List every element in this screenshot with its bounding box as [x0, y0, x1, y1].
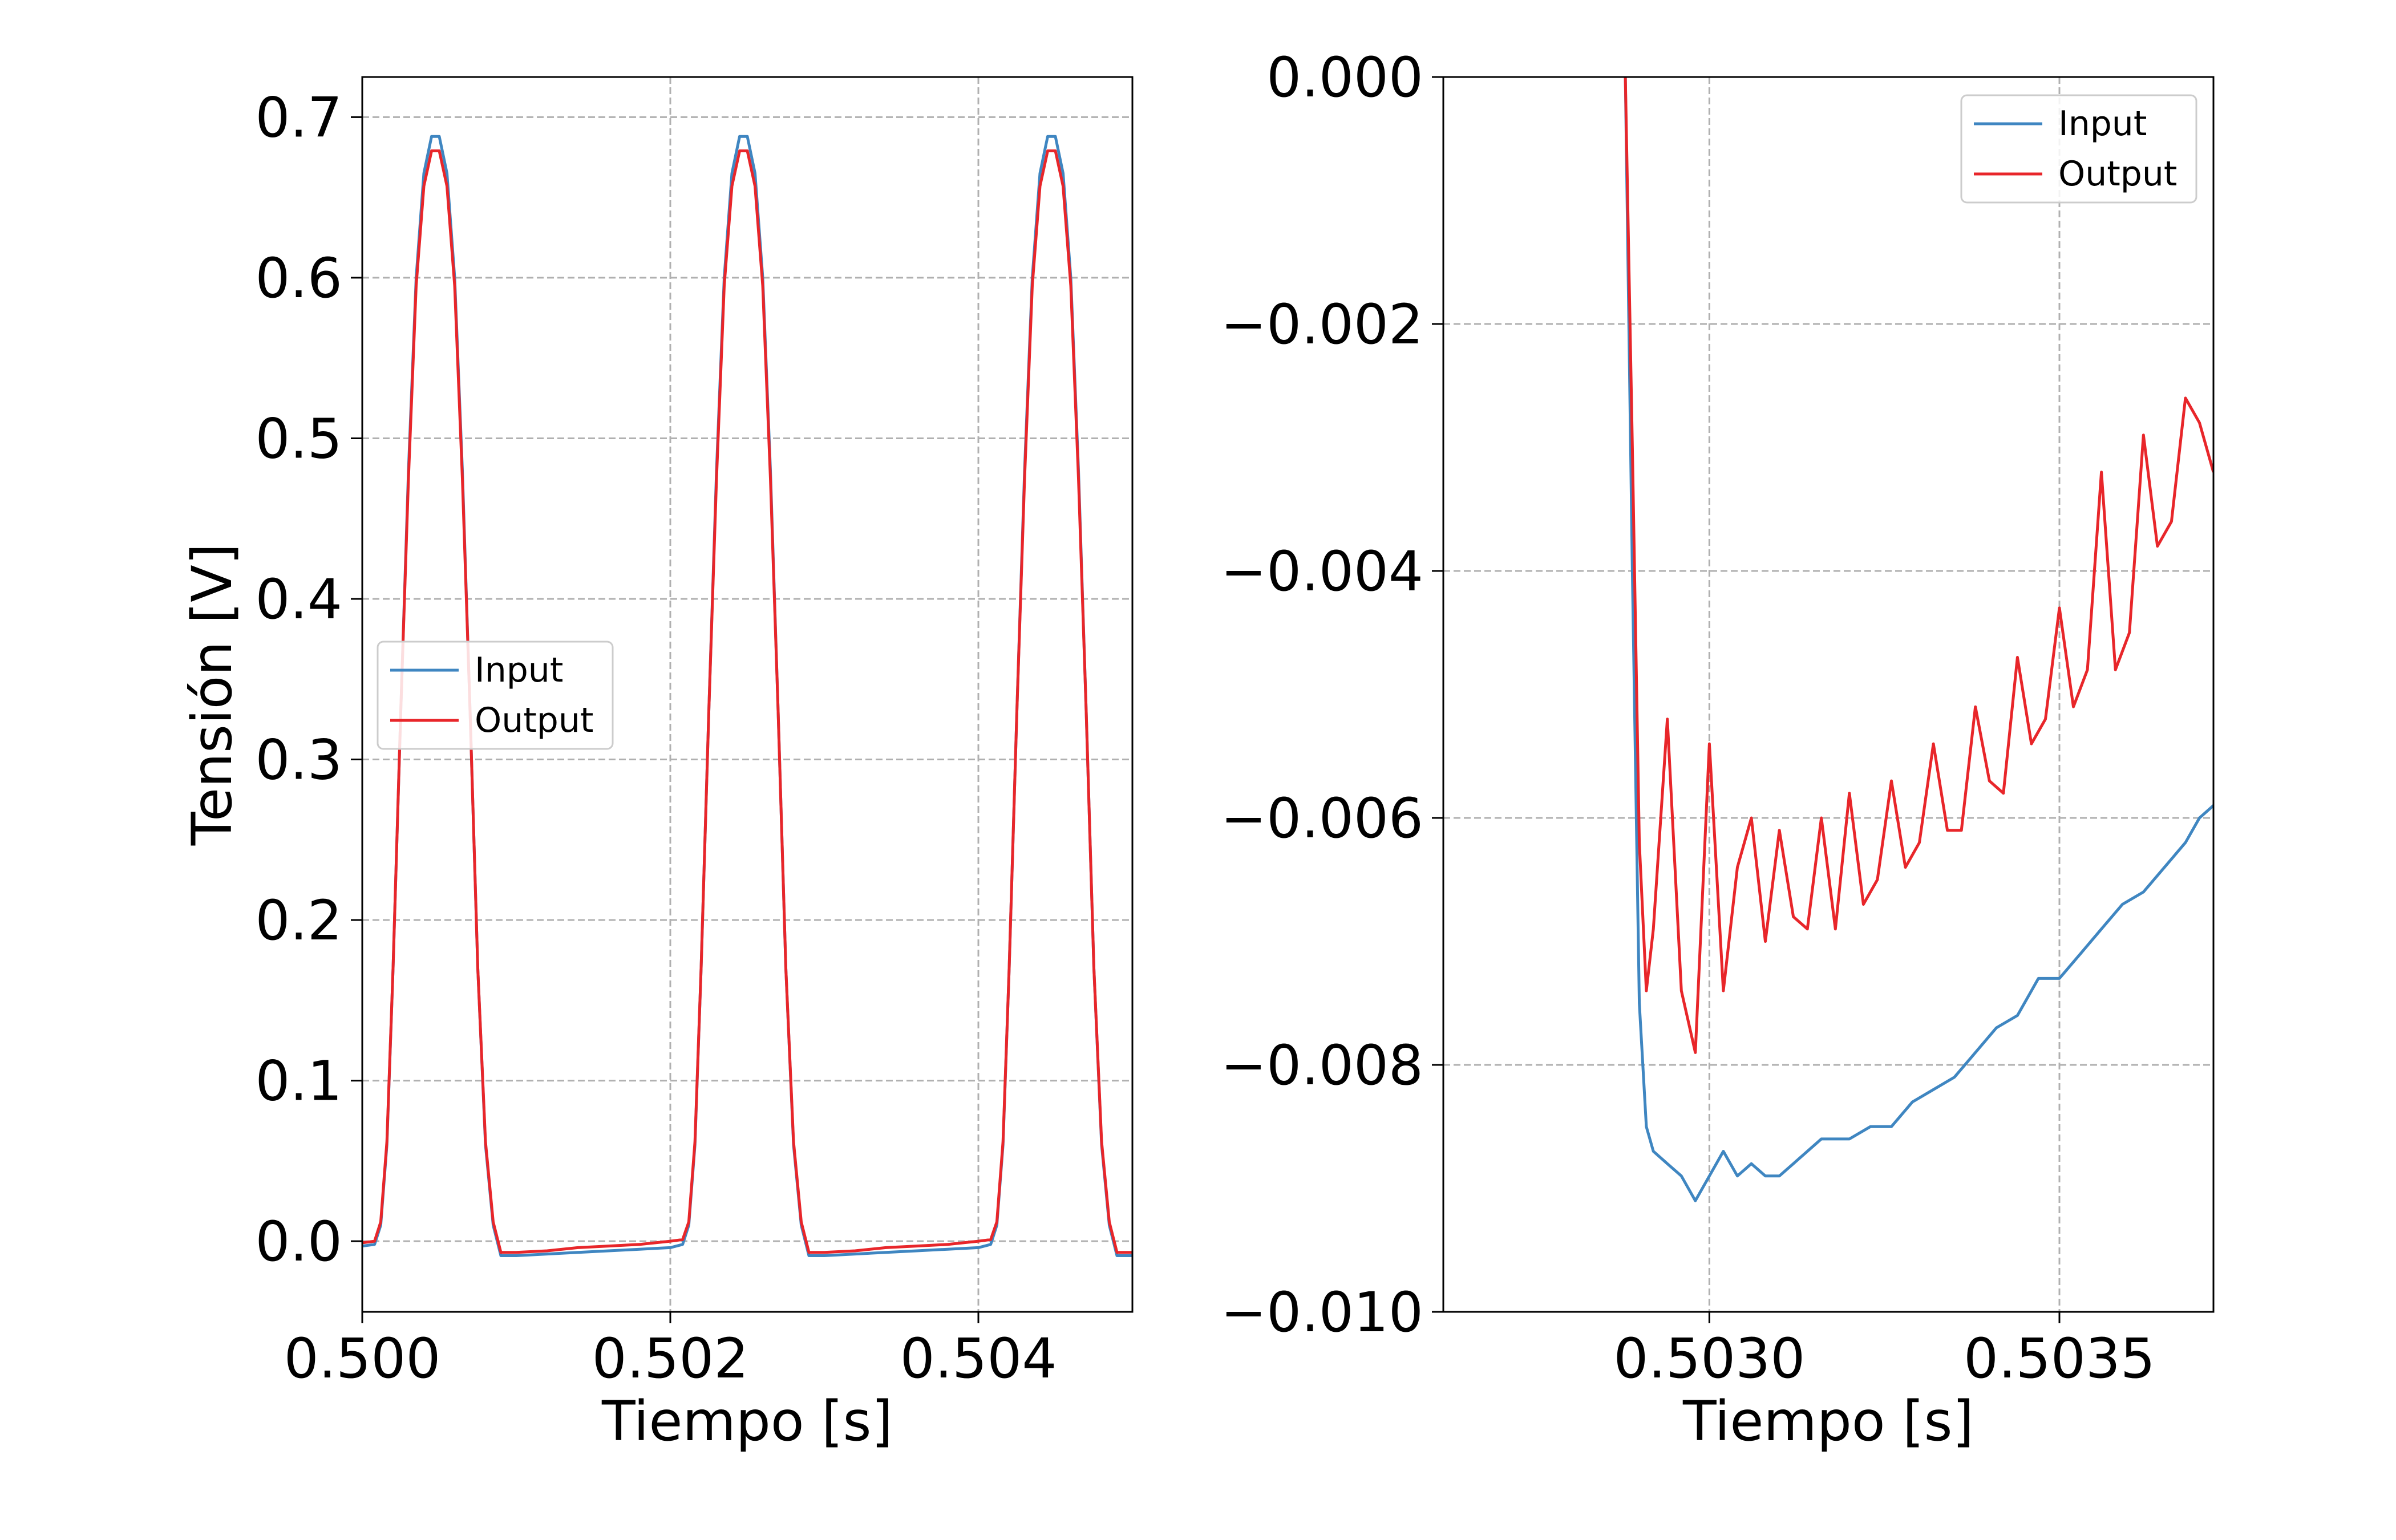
chart-left-time-overview: 0.500 0.502 0.504 0.0 0.1 0.2 0.3 0.4 0.5 0.6 0.7 T… — [180, 76, 1134, 1453]
x-axis-label: Tiempo [s] — [1682, 1389, 1974, 1453]
legend-box — [1960, 94, 2197, 204]
y-tick-label: −0.006 — [1221, 787, 1423, 850]
x-tick-label: 0.5030 — [1613, 1327, 1805, 1391]
x-tick-label: 0.504 — [900, 1327, 1057, 1391]
series-line-output — [1624, 77, 2213, 1054]
legend-label-input: Input — [475, 650, 563, 690]
chart-right-zoom-detail: 0.5030 0.5035 0.000 −0.002 −0.004 −0.006 −0.00… — [1221, 46, 2215, 1453]
series-line-output — [362, 149, 1132, 1254]
x-axis-label: Tiempo [s] — [601, 1389, 893, 1453]
plot-frame — [361, 76, 1134, 1313]
plot-frame — [1442, 76, 2215, 1313]
legend-label-input: Input — [2058, 104, 2147, 144]
y-tick-label: 0.7 — [255, 86, 342, 149]
y-tick-label: 0.3 — [255, 728, 342, 792]
x-tick-label: 0.500 — [284, 1327, 441, 1391]
legend-box — [377, 641, 614, 750]
y-tick-label: 0.5 — [255, 407, 342, 471]
y-tick-label: 0.0 — [255, 1210, 342, 1274]
y-tick-label: 0.4 — [255, 568, 342, 631]
x-tick-label: 0.5035 — [1964, 1327, 2155, 1391]
y-tick-label: −0.002 — [1221, 293, 1423, 356]
y-tick-label: −0.004 — [1221, 540, 1423, 603]
y-tick-label: 0.6 — [255, 246, 342, 310]
series-line-input — [1624, 77, 2213, 1202]
y-tick-label: −0.010 — [1221, 1280, 1423, 1344]
legend-label-output: Output — [475, 700, 593, 740]
x-tick-label: 0.502 — [592, 1327, 749, 1391]
y-tick-label: 0.000 — [1266, 46, 1423, 110]
y-tick-label: 0.2 — [255, 889, 342, 953]
y-axis-label: Tensión [V] — [180, 544, 244, 846]
y-tick-label: −0.008 — [1221, 1034, 1423, 1097]
y-tick-label: 0.1 — [255, 1049, 342, 1113]
legend-label-output: Output — [2058, 154, 2177, 194]
